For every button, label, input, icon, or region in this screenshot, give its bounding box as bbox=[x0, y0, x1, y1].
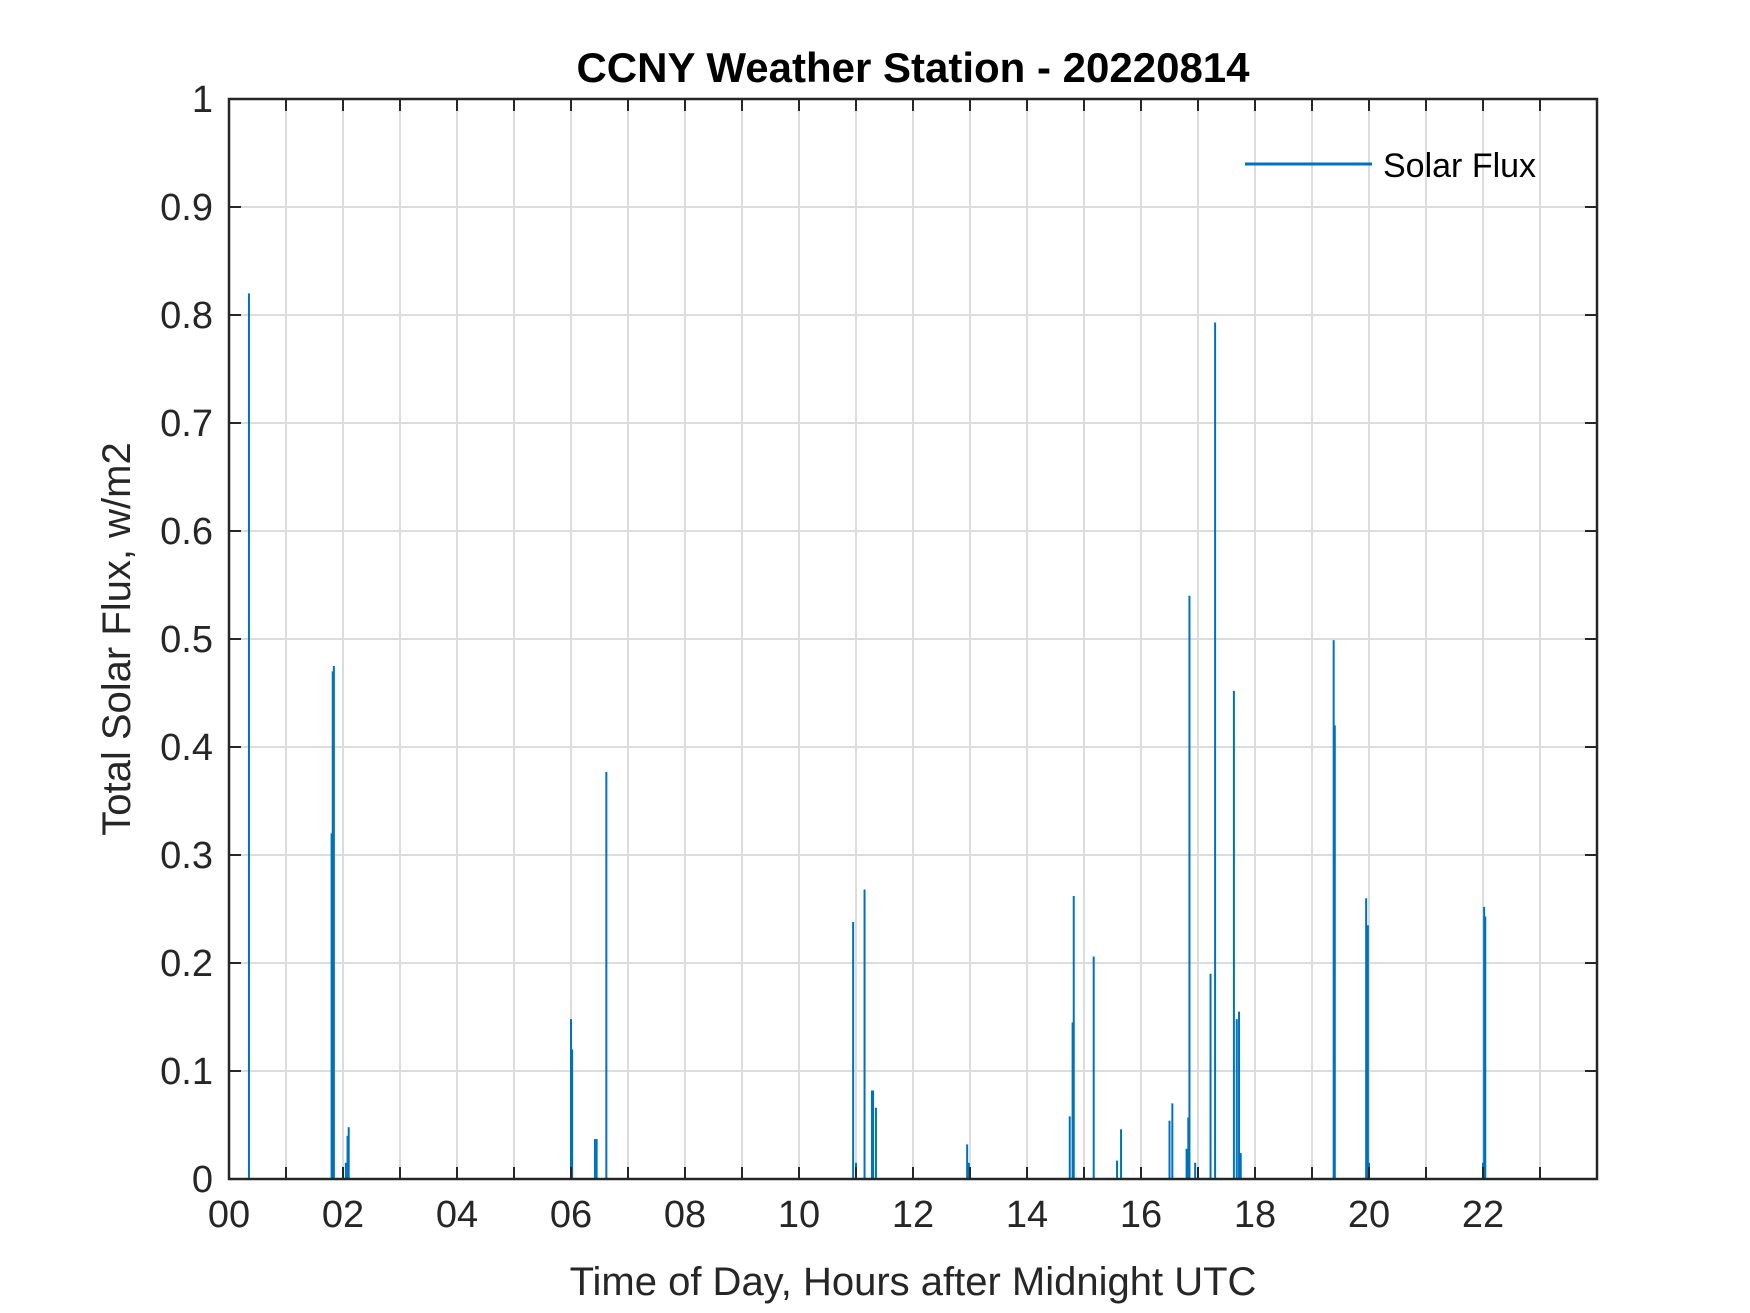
chart-title: CCNY Weather Station - 20220814 bbox=[576, 44, 1250, 91]
legend: Solar Flux bbox=[1245, 147, 1536, 185]
y-tick-label: 0.8 bbox=[160, 295, 213, 337]
x-tick-label: 10 bbox=[778, 1194, 820, 1236]
y-tick-label: 0.2 bbox=[160, 943, 213, 985]
y-tick-label: 0.7 bbox=[160, 403, 213, 445]
x-tick-label: 06 bbox=[550, 1194, 592, 1236]
legend-entry-solar-flux: Solar Flux bbox=[1383, 147, 1536, 185]
x-tick-label: 18 bbox=[1234, 1194, 1276, 1236]
x-tick-label: 00 bbox=[208, 1194, 250, 1236]
x-tick-label: 08 bbox=[664, 1194, 706, 1236]
x-tick-label: 20 bbox=[1348, 1194, 1390, 1236]
x-tick-label: 04 bbox=[436, 1194, 478, 1236]
y-axis-label: Total Solar Flux, w/m2 bbox=[95, 442, 139, 835]
x-tick-label: 16 bbox=[1120, 1194, 1162, 1236]
grid-lines bbox=[229, 99, 1597, 1179]
y-tick-label: 0.1 bbox=[160, 1051, 213, 1093]
x-tick-label: 02 bbox=[322, 1194, 364, 1236]
x-tick-label: 12 bbox=[892, 1194, 934, 1236]
y-tick-label: 0.3 bbox=[160, 835, 213, 877]
tick-marks bbox=[229, 99, 1597, 1179]
x-tick-label: 22 bbox=[1462, 1194, 1504, 1236]
x-tick-labels: 00 02 04 06 08 10 12 14 16 18 20 22 bbox=[208, 1194, 1504, 1236]
y-tick-label: 0.4 bbox=[160, 727, 213, 769]
x-axis-label: Time of Day, Hours after Midnight UTC bbox=[570, 1260, 1257, 1304]
y-tick-label: 0.6 bbox=[160, 511, 213, 553]
y-tick-label: 0.9 bbox=[160, 187, 213, 229]
y-tick-label: 0 bbox=[192, 1159, 213, 1201]
x-tick-label: 14 bbox=[1006, 1194, 1048, 1236]
y-tick-label: 0.5 bbox=[160, 619, 213, 661]
y-tick-label: 1 bbox=[192, 79, 213, 121]
y-tick-labels: 0 0.1 0.2 0.3 0.4 0.5 0.6 0.7 0.8 0.9 1 bbox=[160, 79, 213, 1201]
